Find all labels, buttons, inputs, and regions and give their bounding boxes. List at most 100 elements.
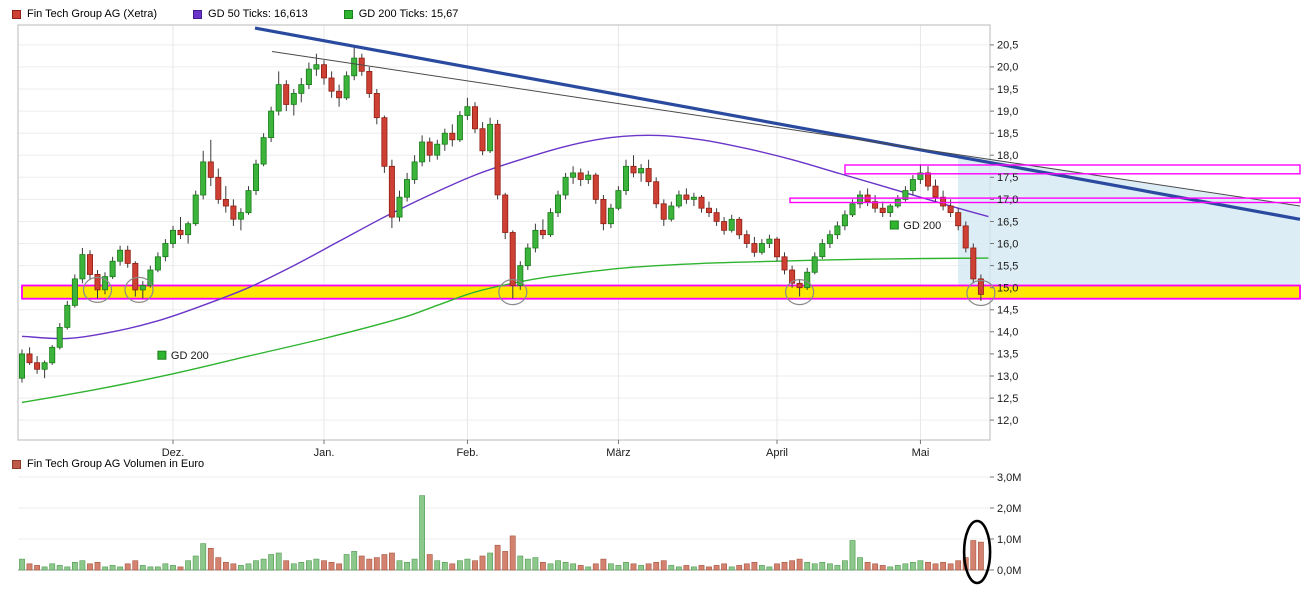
candle (547, 208, 554, 237)
candle (502, 192, 509, 240)
candle (185, 221, 192, 244)
volume-bar (253, 560, 259, 571)
candle (320, 60, 327, 85)
volume-bar (155, 566, 161, 571)
candle (154, 252, 161, 273)
candles (18, 47, 984, 383)
candle (222, 186, 229, 213)
resistance-box-2 (789, 197, 1301, 204)
volume-bar (864, 561, 871, 571)
volume-bar (585, 566, 592, 571)
candle (34, 356, 41, 374)
price-chart-legend: Fin Tech Group AG (Xetra) GD 50 Ticks: 1… (12, 8, 458, 20)
volume-bar (751, 561, 758, 571)
volume-bar (260, 558, 267, 571)
candle (585, 170, 592, 184)
candle (524, 243, 531, 270)
candle (275, 71, 282, 116)
candle (494, 119, 501, 200)
candle (479, 122, 486, 156)
volume-bar (290, 563, 297, 571)
volume-bar (64, 566, 71, 571)
volume-bar (411, 558, 418, 571)
candle (26, 347, 33, 365)
candle (781, 252, 788, 275)
candle (841, 210, 848, 231)
candle (487, 117, 494, 153)
volume-bar (487, 552, 493, 571)
candle (592, 172, 599, 204)
candle (706, 201, 713, 217)
volume-bar (577, 565, 584, 571)
candle (577, 168, 584, 187)
candle (230, 199, 237, 226)
volume-swatch-icon (12, 459, 21, 469)
volume-bar (970, 540, 977, 571)
volume-bar (26, 563, 33, 571)
price-tick-label: 13,5 (997, 349, 1018, 361)
candle (411, 155, 418, 184)
volume-bar (245, 563, 252, 571)
gd200-chart-label: GD 200 (157, 350, 209, 362)
candle (215, 168, 222, 204)
candle (532, 223, 539, 253)
volume-bar (207, 547, 214, 571)
dip-highlight-circle (498, 279, 528, 306)
volume-bar (117, 566, 123, 571)
candle (245, 186, 252, 215)
volume-bar (728, 566, 735, 571)
volume-bar (917, 560, 924, 571)
gd50-label: GD 50 Ticks: 16,613 (208, 8, 308, 20)
volume-bar (743, 563, 750, 571)
candle (615, 186, 622, 211)
volume-bar (562, 561, 569, 571)
candle (64, 300, 71, 330)
volume-bar (592, 563, 599, 571)
month-label: Jan. (314, 447, 335, 459)
volume-bar (464, 558, 471, 571)
candle (252, 159, 259, 195)
volume-bar (517, 555, 524, 571)
volume-bar (343, 554, 350, 571)
volume-bar (268, 554, 274, 571)
legend-item-volume: Fin Tech Group AG Volumen in Euro (12, 458, 204, 470)
volume-bar (713, 565, 720, 571)
converging-triangle-zone (958, 154, 1300, 286)
candle (819, 239, 826, 259)
price-tick-label: 20,0 (997, 62, 1018, 74)
candle (570, 166, 577, 184)
month-axis: Dez. Jan. Feb. März April Mai (162, 440, 929, 459)
gd200-line (21, 257, 989, 404)
candle (403, 172, 410, 202)
volume-bar (494, 544, 501, 571)
volume-bar (615, 565, 622, 571)
candle (162, 239, 169, 262)
candle (177, 217, 184, 240)
candle (721, 217, 728, 235)
volume-bar (109, 565, 116, 571)
price-tick-label: 17,0 (997, 194, 1018, 206)
month-label: Dez. (162, 447, 185, 459)
secondary-downtrend-line (271, 51, 1301, 207)
candle (539, 219, 546, 240)
volume-bar (456, 560, 463, 571)
volume-bar (79, 560, 86, 571)
candle (675, 190, 682, 209)
price-tick-label: 17,5 (997, 172, 1018, 184)
candle (638, 164, 645, 182)
gd50-swatch-icon (193, 9, 203, 19)
volume-bar (34, 565, 40, 571)
candle (41, 360, 48, 379)
volume-bar (781, 561, 788, 571)
legend-item-gd200: GD 200 Ticks: 15,67 (343, 8, 458, 20)
candle (509, 230, 516, 299)
candle (796, 278, 803, 297)
volume-bar (192, 555, 199, 571)
svg-text:GD 200: GD 200 (171, 350, 209, 362)
volume-bar (177, 566, 184, 571)
volume-bar (977, 541, 984, 571)
volume-bar (305, 560, 312, 571)
price-tick-label: 16,5 (997, 216, 1018, 228)
